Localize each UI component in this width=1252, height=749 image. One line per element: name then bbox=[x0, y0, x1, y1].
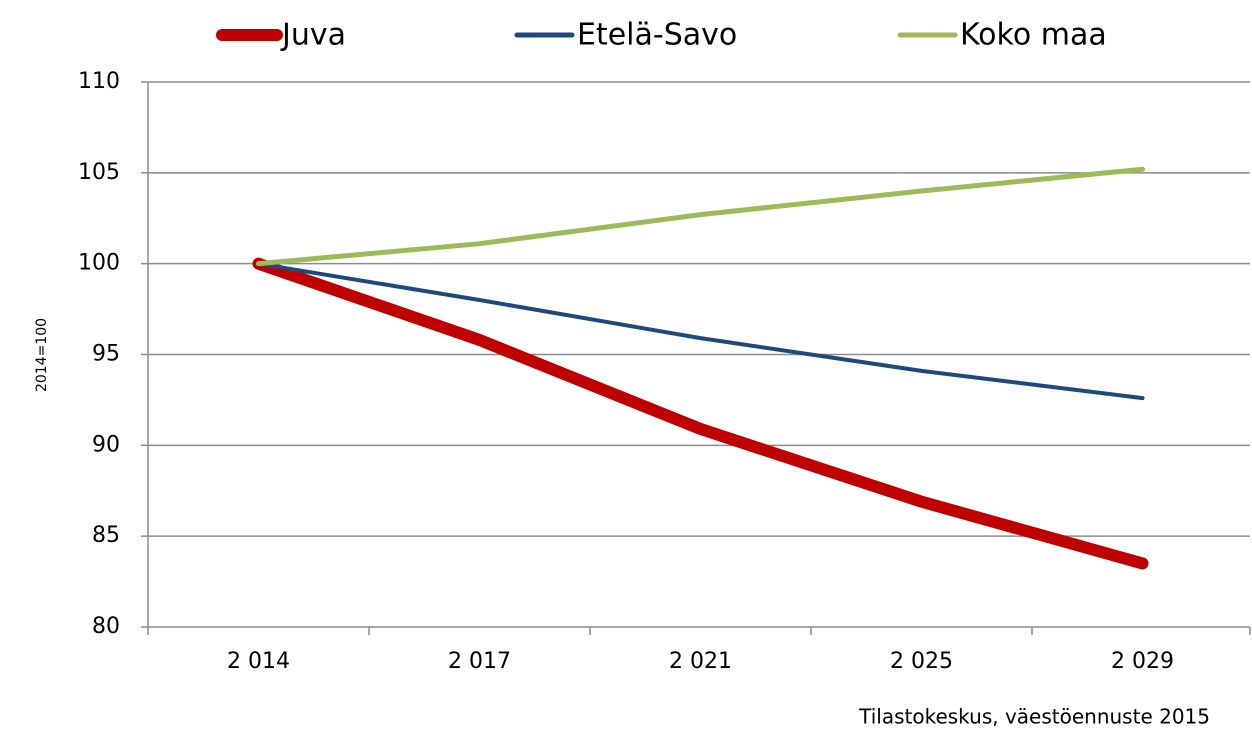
x-tick-label: 2 014 bbox=[227, 649, 290, 674]
legend-label: Etelä-Savo bbox=[577, 18, 737, 53]
y-tick-label: 85 bbox=[92, 523, 120, 548]
series-line bbox=[256, 261, 1145, 401]
y-tick-label: 80 bbox=[92, 614, 120, 639]
y-tick-label: 105 bbox=[78, 160, 120, 185]
legend-label: Juva bbox=[280, 18, 346, 53]
x-tick-label: 2 021 bbox=[669, 649, 732, 674]
y-tick-label: 95 bbox=[92, 342, 120, 367]
x-tick-label: 2 029 bbox=[1111, 649, 1174, 674]
y-axis-label: 2014=100 bbox=[34, 318, 50, 392]
y-tick-label: 110 bbox=[78, 69, 120, 94]
y-tick-label: 90 bbox=[92, 432, 120, 457]
legend-label: Koko maa bbox=[960, 18, 1107, 53]
x-tick-label: 2 025 bbox=[890, 649, 953, 674]
series-line bbox=[256, 166, 1145, 267]
x-tick-label: 2 017 bbox=[448, 649, 511, 674]
series-line bbox=[252, 257, 1149, 570]
source-note: Tilastokeskus, väestöennuste 2015 bbox=[858, 705, 1210, 729]
y-tick-label: 100 bbox=[78, 251, 120, 276]
